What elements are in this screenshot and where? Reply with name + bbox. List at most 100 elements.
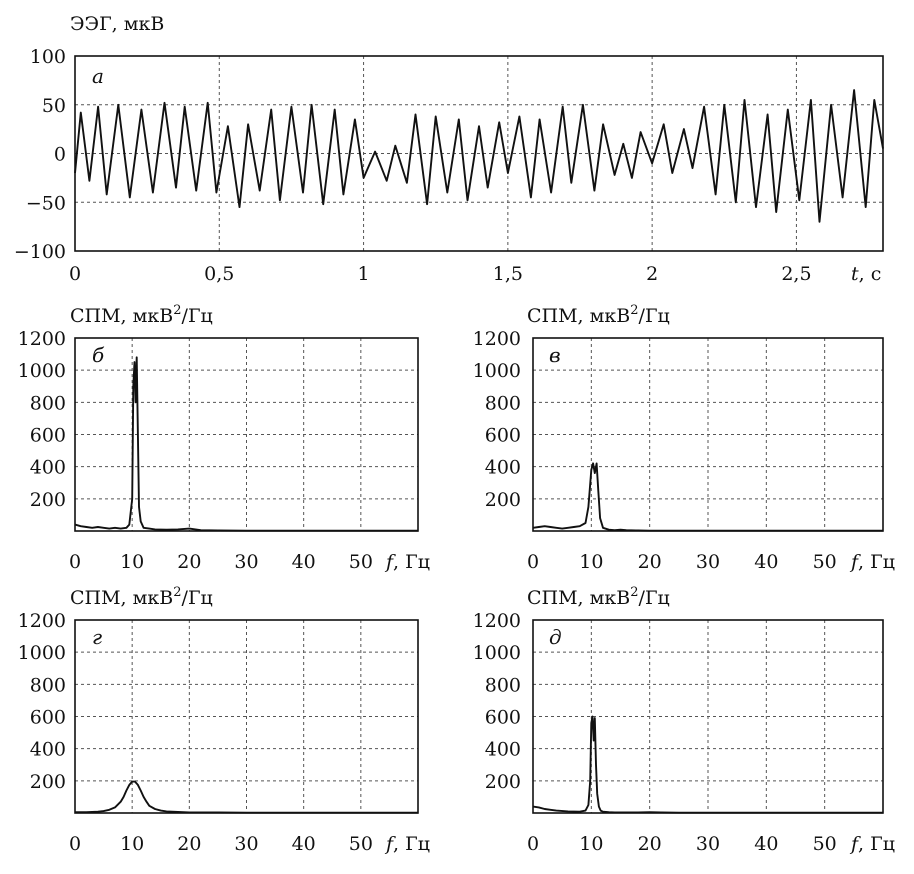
y-tick-label: 800: [30, 674, 66, 696]
panel-letter: а: [92, 64, 104, 88]
y-tick-label: 1200: [473, 610, 521, 632]
y-tick-label: −100: [14, 241, 66, 263]
x-axis-label: t, с: [851, 263, 881, 285]
x-tick-label: 2: [646, 263, 658, 285]
x-axis-variable: f: [849, 551, 861, 573]
x-tick-label: 40: [292, 551, 316, 573]
y-axis-label-tail: /Гц: [182, 305, 213, 327]
x-tick-label: 1: [358, 263, 370, 285]
x-tick-label: 0,5: [204, 263, 234, 285]
y-tick-label: 1200: [473, 328, 521, 350]
y-tick-label: 1000: [18, 642, 66, 664]
y-tick-label: 400: [30, 739, 66, 761]
y-tick-label: 200: [485, 489, 521, 511]
y-tick-label: 400: [30, 457, 66, 479]
y-axis-label-superscript: 2: [173, 585, 181, 600]
x-tick-label: 30: [696, 833, 720, 855]
y-tick-label: 1000: [473, 360, 521, 382]
series-line: [75, 780, 418, 814]
x-tick-label: 20: [177, 833, 201, 855]
y-axis-label-superscript: 2: [630, 303, 638, 318]
y-axis-label-tail: /Гц: [639, 305, 670, 327]
y-tick-label: 0: [54, 144, 66, 166]
x-axis-unit: , Гц: [858, 833, 895, 855]
panel-d: 200 400 600 800 1000 1200 0 10 20 30 40 50 f, Гц СПМ,…: [18, 585, 430, 855]
panel-letter: б: [92, 343, 105, 367]
x-tick-label: 20: [638, 551, 662, 573]
y-axis-label: СПМ, мкВ2/Гц: [70, 585, 213, 609]
x-tick-label: 50: [813, 551, 837, 573]
x-tick-label: 10: [579, 551, 603, 573]
y-tick-label: 600: [30, 425, 66, 447]
x-tick-label: 2,5: [781, 263, 811, 285]
panel-letter: г: [92, 625, 102, 649]
x-tick-label: 0: [69, 263, 81, 285]
panel-b: 200 400 600 800 1000 1200 0 10 20 30 40 50 f, Гц СПМ,…: [18, 303, 430, 573]
y-tick-label: 50: [42, 95, 66, 117]
y-axis-label-tail: /Гц: [639, 587, 670, 609]
y-tick-label: 1200: [18, 328, 66, 350]
x-axis-label: f, Гц: [384, 833, 430, 855]
y-tick-label: 1000: [473, 642, 521, 664]
x-tick-label: 50: [349, 551, 373, 573]
x-axis-variable: f: [849, 833, 861, 855]
x-tick-label: 50: [349, 833, 373, 855]
series-line: [532, 715, 883, 814]
y-axis-label: СПМ, мкВ2/Гц: [527, 585, 670, 609]
x-tick-label: 30: [234, 833, 258, 855]
y-axis-label-text: СПМ, мкВ: [70, 587, 173, 609]
x-tick-label: 30: [696, 551, 720, 573]
y-tick-label: 100: [30, 46, 66, 68]
x-tick-label: 40: [754, 551, 778, 573]
x-tick-label: 10: [120, 551, 144, 573]
y-tick-label: 600: [485, 425, 521, 447]
x-tick-label: 20: [177, 551, 201, 573]
y-tick-label: 600: [30, 707, 66, 729]
y-tick-label: 200: [30, 771, 66, 793]
y-axis-label-text: СПМ, мкВ: [70, 305, 173, 327]
panel-e: 200 400 600 800 1000 1200 0 10 20 30 40 50 f, Гц СПМ,…: [473, 585, 895, 855]
y-axis-label-superscript: 2: [173, 303, 181, 318]
x-axis-variable: f: [384, 551, 396, 573]
x-axis-label: f, Гц: [849, 551, 895, 573]
y-axis-label-text: СПМ, мкВ: [527, 305, 630, 327]
x-tick-label: 30: [234, 551, 258, 573]
y-axis-label: СПМ, мкВ2/Гц: [70, 303, 213, 327]
x-tick-label: 0: [527, 833, 539, 855]
y-tick-label: 200: [30, 489, 66, 511]
x-tick-label: 40: [292, 833, 316, 855]
y-tick-label: 800: [30, 392, 66, 414]
y-tick-label: 800: [485, 674, 521, 696]
panel-letter: в: [549, 343, 561, 367]
y-tick-label: 1200: [18, 610, 66, 632]
y-tick-label: 800: [485, 392, 521, 414]
x-axis-label: f, Гц: [384, 551, 430, 573]
y-tick-label: 400: [485, 457, 521, 479]
y-tick-label: 200: [485, 771, 521, 793]
x-tick-label: 40: [754, 833, 778, 855]
y-tick-label: 1000: [18, 360, 66, 382]
series-line: [532, 462, 883, 532]
x-axis-unit: , Гц: [393, 833, 430, 855]
y-tick-label: −50: [26, 192, 66, 214]
panel-c: 200 400 600 800 1000 1200 0 10 20 30 40 50 f, Гц СПМ,…: [473, 303, 895, 573]
x-axis-variable: t: [851, 263, 859, 285]
y-tick-label: 600: [485, 707, 521, 729]
x-tick-label: 50: [813, 833, 837, 855]
x-axis-label: f, Гц: [849, 833, 895, 855]
panel-a: −100 −50 0 50 100 0 0,5 1 1,5 2 2,5 t, с ЭЭГ, мкВ а: [14, 13, 884, 285]
x-tick-label: 1,5: [493, 263, 523, 285]
y-tick-label: 400: [485, 739, 521, 761]
series-line: [74, 89, 884, 223]
y-axis-label: СПМ, мкВ2/Гц: [527, 303, 670, 327]
y-axis-label-superscript: 2: [630, 585, 638, 600]
x-tick-label: 10: [120, 833, 144, 855]
x-tick-label: 0: [69, 551, 81, 573]
panel-letter: д: [549, 625, 562, 649]
x-tick-label: 10: [579, 833, 603, 855]
series-line: [74, 356, 418, 532]
x-axis-variable: f: [384, 833, 396, 855]
y-axis-label: ЭЭГ, мкВ: [70, 13, 164, 35]
y-axis-label-tail: /Гц: [182, 587, 213, 609]
